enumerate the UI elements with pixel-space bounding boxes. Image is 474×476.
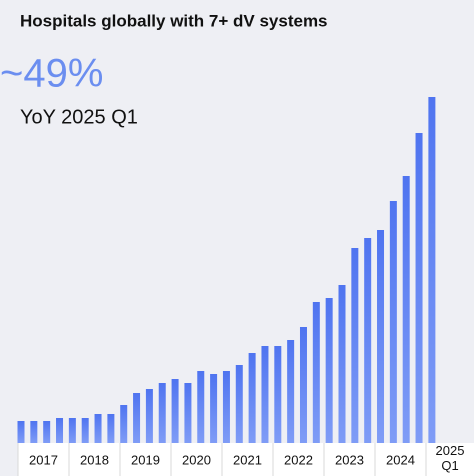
bar bbox=[17, 421, 25, 443]
x-tick-label: 2024 bbox=[386, 452, 415, 467]
x-tick-label: 2017 bbox=[29, 452, 58, 467]
bar bbox=[274, 346, 282, 443]
bar bbox=[56, 418, 64, 443]
bar bbox=[235, 365, 243, 443]
bar bbox=[325, 298, 333, 443]
bar bbox=[402, 176, 410, 443]
bar bbox=[287, 340, 295, 443]
chart-title: Hospitals globally with 7+ dV systems bbox=[20, 11, 328, 30]
axis-band bbox=[18, 443, 474, 476]
x-tick-label: 2022 bbox=[284, 452, 313, 467]
bar bbox=[351, 248, 359, 443]
bar bbox=[171, 379, 179, 443]
bar bbox=[389, 201, 397, 443]
bar bbox=[81, 418, 89, 443]
bar bbox=[133, 393, 141, 443]
bar bbox=[377, 230, 385, 443]
bar bbox=[107, 414, 115, 443]
x-tick-label: 2023 bbox=[335, 452, 364, 467]
bar bbox=[43, 421, 51, 443]
bar bbox=[299, 327, 307, 443]
bar bbox=[158, 383, 166, 443]
bar bbox=[94, 414, 102, 443]
bar bbox=[197, 371, 205, 443]
bar bbox=[415, 133, 423, 443]
bar bbox=[261, 346, 269, 443]
bar bbox=[364, 238, 372, 443]
annotation: YoY 2025 Q1 bbox=[20, 106, 138, 128]
bar bbox=[68, 418, 76, 443]
bar bbox=[145, 389, 153, 443]
x-tick-label: 2019 bbox=[131, 452, 160, 467]
bar bbox=[338, 285, 346, 443]
bar bbox=[248, 353, 256, 443]
x-tick-label: 2025 Q1 bbox=[436, 443, 465, 473]
x-tick-label: 2018 bbox=[80, 452, 109, 467]
x-tick-label-line: Q1 bbox=[441, 458, 458, 473]
x-tick-label: 2021 bbox=[233, 452, 262, 467]
bar bbox=[120, 405, 128, 443]
x-tick-label: 2020 bbox=[182, 452, 211, 467]
bar bbox=[184, 383, 192, 443]
annotation-big: ~49% bbox=[0, 52, 103, 96]
x-tick-label-line: 2025 bbox=[436, 443, 465, 458]
bar bbox=[210, 374, 218, 443]
bar bbox=[312, 302, 320, 443]
bar bbox=[428, 97, 436, 443]
bar bbox=[30, 421, 38, 443]
bar bbox=[222, 371, 230, 443]
